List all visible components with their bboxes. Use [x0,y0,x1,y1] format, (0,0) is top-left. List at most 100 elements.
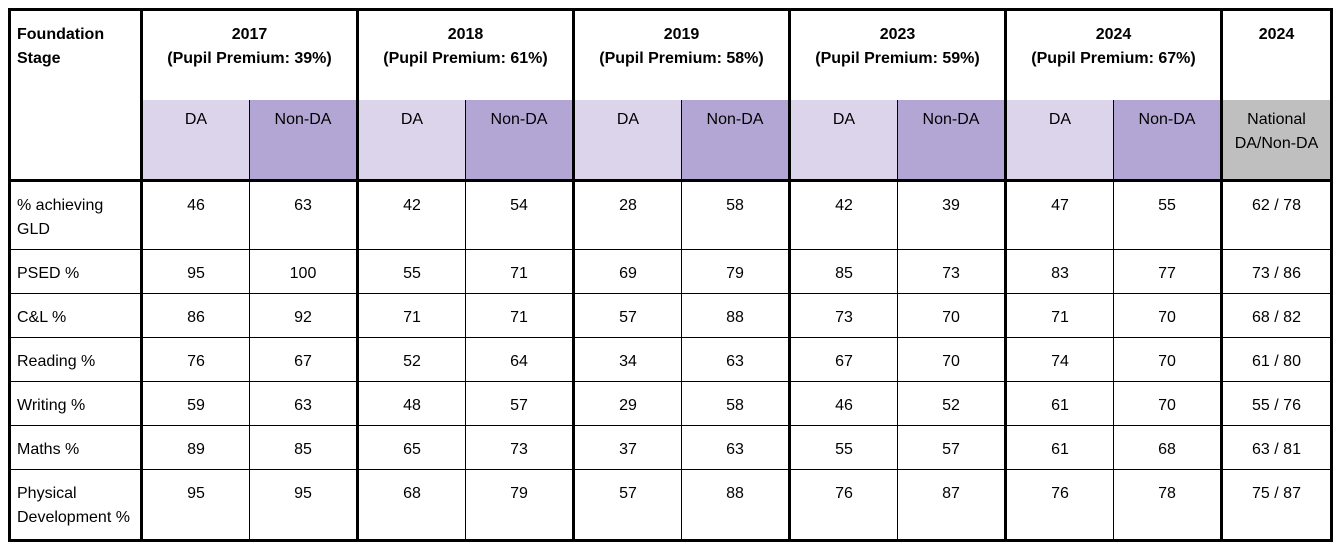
non-da-value-cell: 68 [1113,425,1222,470]
table-row: PSED % 95 100 55 71 69 79 85 73 83 77 73 / 86 [8,249,1333,294]
da-value-cell: 71 [1004,293,1114,338]
row-label: % achieving GLD [8,179,142,250]
non-da-header: Non-DA [1113,99,1222,181]
table-row: C&L % 86 92 71 71 57 88 73 70 71 70 68 / 82 [8,293,1333,338]
da-value-cell: 48 [356,381,466,426]
da-value-cell: 46 [788,381,898,426]
non-da-value-cell: 57 [465,381,574,426]
table-row: % achieving GLD 46 63 42 54 28 58 42 39 47 55 62 / … [8,179,1333,250]
non-da-value-cell: 58 [681,179,790,250]
da-header: DA [788,99,898,181]
non-da-value-cell: 71 [465,293,574,338]
year-label: 2023 [879,26,916,43]
da-value-cell: 95 [140,249,250,294]
header-row: Foundation Stage 2017 (Pupil Premium: 39… [8,8,1333,100]
national-value-cell: 55 / 76 [1220,381,1333,426]
da-value-cell: 76 [788,469,898,542]
non-da-value-cell: 39 [897,179,1006,250]
da-value-cell: 65 [356,425,466,470]
subheader-row: DA Non-DA DA Non-DA DA Non-DA DA Non-DA … [8,99,1333,181]
non-da-value-cell: 79 [465,469,574,542]
attainment-table: Foundation Stage 2017 (Pupil Premium: 39… [8,8,1333,542]
year-header-2018: 2018 (Pupil Premium: 61%) [356,8,575,100]
table-row: Writing % 59 63 48 57 29 58 46 52 61 70 55 / 76 [8,381,1333,426]
national-value-cell: 61 / 80 [1220,337,1333,382]
data-rows: % achieving GLD 46 63 42 54 28 58 42 39 47 55 62 / … [8,179,1333,542]
da-value-cell: 42 [788,179,898,250]
da-value-cell: 57 [572,293,682,338]
year-label: 2018 [447,26,484,43]
da-value-cell: 55 [788,425,898,470]
premium-label: (Pupil Premium: 67%) [1031,50,1196,67]
non-da-value-cell: 78 [1113,469,1222,542]
non-da-value-cell: 70 [897,337,1006,382]
non-da-value-cell: 100 [249,249,358,294]
da-value-cell: 34 [572,337,682,382]
da-header: DA [140,99,250,181]
non-da-value-cell: 63 [681,337,790,382]
non-da-value-cell: 70 [1113,381,1222,426]
da-value-cell: 42 [356,179,466,250]
da-value-cell: 69 [572,249,682,294]
year-header-2023: 2023 (Pupil Premium: 59%) [788,8,1007,100]
foundation-stage-header: Foundation Stage [8,8,143,100]
year-header-2019: 2019 (Pupil Premium: 58%) [572,8,791,100]
non-da-value-cell: 63 [681,425,790,470]
da-value-cell: 83 [1004,249,1114,294]
da-header: DA [572,99,682,181]
da-value-cell: 61 [1004,381,1114,426]
da-value-cell: 67 [788,337,898,382]
row-label: Maths % [8,425,142,470]
table-row: Reading % 76 67 52 64 34 63 67 70 74 70 61 / 80 [8,337,1333,382]
non-da-value-cell: 70 [1113,293,1222,338]
da-value-cell: 68 [356,469,466,542]
premium-label: (Pupil Premium: 58%) [599,50,764,67]
da-value-cell: 61 [1004,425,1114,470]
non-da-value-cell: 88 [681,293,790,338]
year-label: 2019 [663,26,700,43]
da-value-cell: 29 [572,381,682,426]
year-header-2017: 2017 (Pupil Premium: 39%) [140,8,359,100]
non-da-value-cell: 92 [249,293,358,338]
da-value-cell: 59 [140,381,250,426]
non-da-value-cell: 71 [465,249,574,294]
da-value-cell: 52 [356,337,466,382]
table-row: Maths % 89 85 65 73 37 63 55 57 61 68 63 / 81 [8,425,1333,470]
non-da-value-cell: 52 [897,381,1006,426]
premium-label: (Pupil Premium: 59%) [815,50,980,67]
non-da-value-cell: 57 [897,425,1006,470]
da-value-cell: 73 [788,293,898,338]
non-da-value-cell: 54 [465,179,574,250]
non-da-value-cell: 87 [897,469,1006,542]
row-label: Writing % [8,381,142,426]
year-label: 2017 [231,26,268,43]
non-da-value-cell: 88 [681,469,790,542]
non-da-value-cell: 55 [1113,179,1222,250]
da-value-cell: 85 [788,249,898,294]
da-value-cell: 47 [1004,179,1114,250]
da-value-cell: 76 [140,337,250,382]
da-value-cell: 55 [356,249,466,294]
non-da-value-cell: 64 [465,337,574,382]
non-da-header: Non-DA [249,99,358,181]
national-value-cell: 73 / 86 [1220,249,1333,294]
non-da-value-cell: 85 [249,425,358,470]
year-header-2024: 2024 (Pupil Premium: 67%) [1004,8,1223,100]
non-da-value-cell: 95 [249,469,358,542]
non-da-header: Non-DA [897,99,1006,181]
non-da-value-cell: 63 [249,179,358,250]
subheader-blank-cell [8,99,142,181]
national-value-cell: 63 / 81 [1220,425,1333,470]
da-value-cell: 57 [572,469,682,542]
da-value-cell: 71 [356,293,466,338]
da-value-cell: 95 [140,469,250,542]
non-da-value-cell: 70 [897,293,1006,338]
row-label: Reading % [8,337,142,382]
premium-label: (Pupil Premium: 39%) [167,50,332,67]
attainment-table-container: Foundation Stage 2017 (Pupil Premium: 39… [8,8,1333,542]
national-value-cell: 75 / 87 [1220,469,1333,542]
da-value-cell: 89 [140,425,250,470]
non-da-value-cell: 77 [1113,249,1222,294]
da-value-cell: 74 [1004,337,1114,382]
non-da-value-cell: 67 [249,337,358,382]
